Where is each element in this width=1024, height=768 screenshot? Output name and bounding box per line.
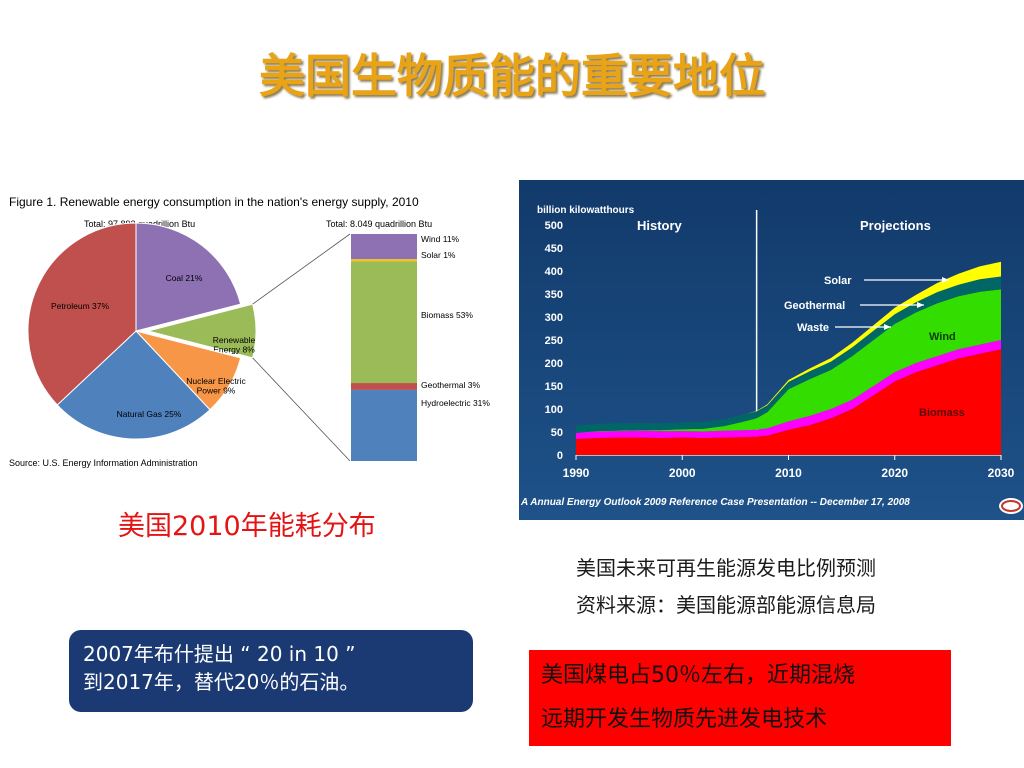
bar-segment-biomass	[351, 261, 417, 384]
bar-segment-hydroelectric	[351, 389, 417, 461]
pie-slice-coal	[135, 222, 242, 332]
area-series	[576, 261, 1001, 455]
bar-label-wind: Wind 11%	[421, 234, 460, 244]
pie-caption: 美国2010年能耗分布	[118, 511, 376, 542]
chart-footer: A Annual Energy Outlook 2009 Reference C…	[520, 497, 910, 508]
arrow-solar-head	[942, 277, 949, 283]
policy-line-2: 到2017年，替代20％的石油。	[83, 670, 360, 694]
coal-line-1: 美国煤电占50％左右，近期混烧	[541, 663, 855, 688]
policy-box: 2007年布什提出 “ 20 in 10 ” 到2017年，替代20％的石油。	[69, 630, 473, 712]
pie-label-natural-gas: Natural Gas 25%	[117, 409, 182, 419]
pie-slice-renewable-energy	[147, 303, 257, 359]
policy-line-1: 2007年布什提出 “ 20 in 10 ”	[83, 642, 356, 666]
y-tick-label: 350	[545, 289, 563, 301]
coal-line-2: 远期开发生物质先进发电技术	[541, 707, 828, 732]
coal-power-box: 美国煤电占50％左右，近期混烧 远期开发生物质先进发电技术	[529, 650, 951, 746]
bar-label-biomass: Biomass 53%	[421, 310, 473, 320]
x-tick-label: 2020	[881, 466, 908, 480]
x-tick-label: 2000	[669, 466, 696, 480]
label-wind: Wind	[929, 331, 956, 343]
projection-note: 美国未来可再生能源发电比例预测	[576, 556, 876, 580]
y-axis-title: billion kilowatthours	[537, 205, 635, 216]
y-tick-label: 450	[545, 243, 563, 255]
bar-label-geothermal: Geothermal 3%	[421, 380, 480, 390]
bar-label-solar: Solar 1%	[421, 250, 456, 260]
y-tick-label: 250	[545, 335, 563, 347]
figure-source: Source: U.S. Energy Information Administ…	[9, 458, 198, 468]
bar-segment-wind	[351, 234, 417, 260]
renewable-energy-figure: Figure 1. Renewable energy consumption i…	[9, 195, 490, 468]
bar-segment-solar	[351, 259, 417, 262]
projections-label: Projections	[860, 218, 931, 233]
bar-label-hydroelectric: Hydroelectric 31%	[421, 398, 490, 408]
data-source-note: 资料来源：美国能源部能源信息局	[576, 593, 876, 617]
pie-slice-petroleum	[27, 222, 137, 406]
history-label: History	[637, 218, 683, 233]
y-tick-label: 150	[545, 381, 563, 393]
area-waste	[576, 340, 1001, 439]
pie-chart: Coal 21% Renewable Energy 8% Nuclear Electr…	[27, 222, 351, 462]
x-tick-label: 2030	[988, 466, 1015, 480]
pie-label-nuclear-electric-power: Nuclear Electric Power 9%	[186, 376, 246, 396]
area-solar	[576, 261, 1001, 426]
area-geothermal	[576, 276, 1001, 433]
stacked-bar-chart: Wind 11% Solar 1% Biomass 53% Geothermal 3%…	[351, 234, 490, 461]
bar-segment-geothermal	[351, 383, 417, 390]
series-labels: Solar Geothermal Waste Wind Biomass	[784, 275, 965, 419]
area-biomass	[576, 349, 1001, 455]
y-tick-label: 500	[545, 220, 563, 232]
pie-slice-natural-gas	[56, 330, 211, 440]
y-tick-label: 200	[545, 358, 563, 370]
connector-line-bottom	[252, 357, 351, 462]
x-tick-label: 1990	[563, 466, 590, 480]
label-solar: Solar	[824, 275, 852, 287]
x-tick-label: 2010	[775, 466, 802, 480]
label-geothermal: Geothermal	[784, 300, 845, 312]
y-tick-label: 50	[551, 427, 563, 439]
arrow-geothermal-head	[917, 302, 924, 308]
y-tick-label: 300	[545, 312, 563, 324]
bar-total-label: Total: 8.049 quadrillion Btu	[326, 219, 432, 229]
y-tick-label: 400	[545, 266, 563, 278]
label-waste: Waste	[797, 322, 829, 334]
pie-label-petroleum: Petroleum 37%	[51, 301, 110, 311]
label-biomass: Biomass	[919, 407, 965, 419]
slide-title: 美国生物质能的重要地位	[259, 49, 765, 103]
pie-label-coal: Coal 21%	[166, 273, 203, 283]
connector-line-top	[252, 233, 351, 305]
arrow-waste-head	[884, 324, 891, 330]
y-tick-label: 0	[557, 450, 563, 462]
figure-title: Figure 1. Renewable energy consumption i…	[9, 195, 419, 209]
area-wind	[576, 289, 1001, 433]
eia-projection-chart: 0 50 100 150 200 250 300 350 400 450 500 1990 2000 20…	[519, 180, 1024, 520]
pie-label-renewable-energy: Renewable Energy 8%	[213, 335, 256, 355]
eia-logo-ring	[1001, 500, 1021, 512]
y-tick-label: 100	[545, 404, 563, 416]
